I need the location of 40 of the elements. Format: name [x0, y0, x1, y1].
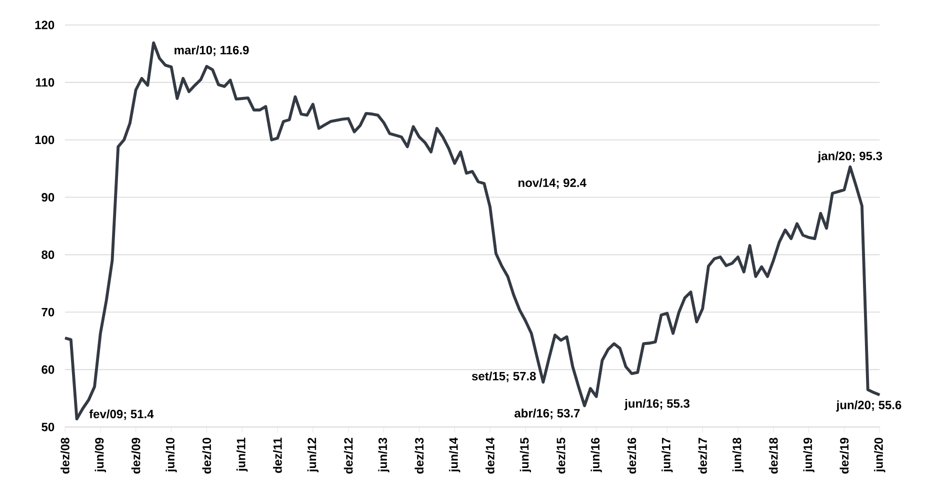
x-tick-label: jun/16	[590, 438, 602, 472]
y-tick-label: 90	[42, 193, 54, 202]
x-tick-label: jun/17	[662, 438, 673, 472]
annotation: nov/14; 92.4	[518, 178, 586, 189]
annotation: jun/16; 55.3	[624, 398, 690, 410]
annotation: jun/20; 55.6	[836, 400, 902, 412]
annotation: fev/09; 51.4	[89, 409, 154, 420]
x-tick-label: dez/12	[344, 438, 353, 474]
x-tick-label: dez/15	[556, 438, 566, 474]
x-tick-label: jun/10	[166, 438, 177, 472]
y-tick-label: 100	[35, 136, 54, 144]
y-tick-label: 70	[42, 308, 54, 316]
x-tick-label: jun/12	[307, 438, 319, 472]
x-tick-label: jun/14	[449, 437, 460, 472]
annotation: mar/10; 116.9	[174, 46, 249, 56]
x-tick-label: jun/18	[732, 438, 744, 472]
annotation: abr/16; 53.7	[514, 408, 580, 420]
y-tick-label: 120	[35, 20, 54, 30]
x-tick-label: jun/11	[236, 438, 248, 472]
x-tick-label: dez/08	[60, 438, 70, 474]
x-tick-label: dez/11	[273, 438, 282, 473]
x-tick-label: jun/09	[94, 438, 106, 472]
annotation: jan/20; 95.3	[818, 151, 882, 163]
y-tick-label: 60	[42, 365, 54, 374]
x-tick-label: jun/19	[803, 438, 814, 472]
x-tick-label: dez/13	[414, 438, 424, 474]
x-tick-label: jun/15	[520, 438, 532, 472]
y-tick-label: 50	[42, 422, 54, 432]
annotation: set/15; 57.8	[472, 372, 536, 382]
x-tick-label: jun/13	[378, 438, 390, 472]
y-tick-label: 80	[42, 250, 54, 259]
x-tick-label: jun/20	[874, 438, 886, 472]
x-tick-label: dez/16	[627, 438, 636, 474]
x-tick-label: dez/17	[698, 438, 708, 474]
x-tick-label: dez/19	[840, 438, 849, 474]
x-tick-label: dez/09	[131, 438, 140, 474]
x-tick-label: dez/10	[202, 438, 212, 474]
y-tick-label: 110	[36, 78, 54, 87]
x-tick-label: dez/14	[486, 437, 495, 474]
x-tick-label: dez/18	[768, 438, 778, 474]
